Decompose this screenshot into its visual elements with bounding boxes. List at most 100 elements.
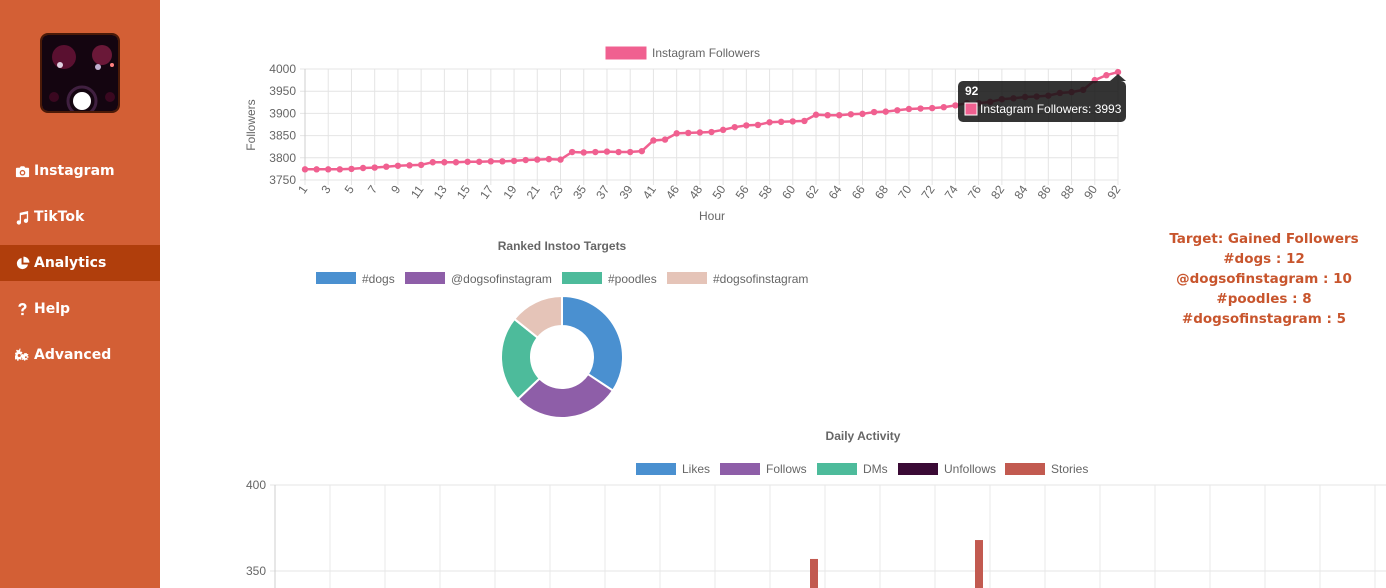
- ranked-targets-legend[interactable]: #dogs @dogsofinstagram #poodles #dogsofinst…: [316, 272, 808, 286]
- data-point[interactable]: [464, 158, 471, 165]
- data-point[interactable]: [580, 149, 587, 156]
- pie-chart-icon: [16, 256, 30, 269]
- data-point[interactable]: [836, 111, 843, 119]
- data-point[interactable]: [383, 163, 390, 170]
- data-point[interactable]: [499, 158, 506, 165]
- ranked-targets-slices: [500, 294, 624, 419]
- data-point[interactable]: [638, 147, 646, 155]
- data-point[interactable]: [882, 108, 889, 115]
- doughnut-slice[interactable]: [561, 294, 624, 392]
- data-point[interactable]: [313, 166, 320, 173]
- data-point[interactable]: [847, 111, 855, 118]
- data-point[interactable]: [731, 123, 738, 131]
- data-point[interactable]: [812, 111, 820, 118]
- x-tick-label: 19: [500, 182, 519, 201]
- data-point[interactable]: [777, 118, 785, 126]
- y-tick-label: 3950: [269, 84, 296, 98]
- data-point[interactable]: [545, 155, 553, 163]
- data-point[interactable]: [325, 166, 332, 173]
- followers-legend[interactable]: Instagram Followers: [604, 45, 760, 61]
- data-point[interactable]: [615, 148, 622, 156]
- data-point[interactable]: [673, 130, 680, 137]
- data-point[interactable]: [394, 162, 402, 169]
- legend-label: #dogs: [362, 272, 395, 286]
- x-tick-label: 82: [988, 182, 1007, 201]
- legend-label: @dogsofinstagram: [451, 272, 552, 286]
- question-icon: [18, 302, 27, 315]
- data-point[interactable]: [534, 156, 541, 163]
- data-point[interactable]: [627, 148, 634, 156]
- data-point[interactable]: [859, 110, 866, 118]
- x-tick-label: 39: [617, 182, 636, 201]
- data-point[interactable]: [1103, 72, 1110, 79]
- data-point[interactable]: [708, 128, 715, 136]
- data-point[interactable]: [928, 104, 936, 112]
- data-point[interactable]: [487, 158, 495, 165]
- doughnut-slice[interactable]: [516, 372, 615, 419]
- data-point[interactable]: [824, 111, 831, 119]
- daily-activity-legend[interactable]: Likes Follows DMs Unfollows Stories: [636, 462, 1088, 476]
- bar-stories[interactable]: [975, 540, 983, 588]
- legend-swatch-instagram-followers: [604, 45, 648, 61]
- doughnut-slice[interactable]: [512, 294, 563, 340]
- data-point[interactable]: [452, 159, 460, 166]
- x-tick-label: 62: [802, 182, 821, 201]
- data-point[interactable]: [905, 105, 913, 113]
- data-point[interactable]: [592, 148, 599, 156]
- sidebar-item-advanced[interactable]: Advanced: [0, 337, 160, 373]
- data-point[interactable]: [719, 126, 727, 134]
- data-point[interactable]: [650, 137, 657, 144]
- data-point[interactable]: [301, 166, 309, 173]
- data-point[interactable]: [429, 159, 436, 166]
- target-summary: Target: Gained Followers #dogs : 12 @dog…: [1130, 229, 1386, 329]
- data-point[interactable]: [952, 102, 959, 109]
- x-tick-label: 46: [663, 182, 682, 201]
- data-point[interactable]: [336, 166, 344, 173]
- followers-y-ticks: 3750 3800 3850 3900 3950 4000: [269, 62, 296, 187]
- data-point[interactable]: [661, 136, 669, 143]
- data-point[interactable]: [917, 105, 924, 112]
- sidebar-item-help[interactable]: Help: [0, 291, 160, 327]
- data-point[interactable]: [441, 159, 448, 166]
- data-point[interactable]: [557, 156, 564, 163]
- sidebar-item-instagram[interactable]: Instagram: [0, 153, 160, 189]
- data-point[interactable]: [476, 158, 483, 165]
- data-point[interactable]: [754, 121, 762, 129]
- x-tick-label: 37: [593, 182, 612, 201]
- sidebar-item-analytics[interactable]: Analytics: [0, 245, 160, 281]
- bar-stories[interactable]: [810, 558, 818, 588]
- data-point[interactable]: [696, 129, 704, 136]
- data-point[interactable]: [801, 117, 808, 125]
- data-point[interactable]: [568, 148, 576, 156]
- x-tick-label: 58: [756, 182, 775, 201]
- ranked-targets-doughnut-chart: Ranked Instoo Targets #dogs @dogsofinstag…: [316, 239, 808, 419]
- legend-swatch: [817, 463, 857, 475]
- x-tick-label: 60: [779, 182, 798, 201]
- x-tick-label: 1: [295, 182, 310, 196]
- data-point[interactable]: [940, 103, 947, 111]
- data-point[interactable]: [603, 148, 611, 155]
- x-tick-label: 50: [709, 182, 728, 201]
- data-point[interactable]: [371, 164, 378, 171]
- followers-x-ticks: 1 3 5 7 9 11 13 15 17 19 21 23 35 37 39 41 46 48 50 56 58 60 6…: [295, 182, 1123, 201]
- target-summary-line: #dogsofinstagram : 5: [1181, 311, 1347, 327]
- sidebar-item-tiktok[interactable]: TikTok: [0, 199, 160, 235]
- data-point[interactable]: [348, 165, 355, 173]
- data-point[interactable]: [1114, 68, 1122, 76]
- data-point[interactable]: [894, 107, 901, 114]
- data-point[interactable]: [406, 162, 413, 169]
- legend-swatch: [720, 463, 760, 475]
- data-point[interactable]: [685, 129, 692, 137]
- data-point[interactable]: [522, 156, 529, 164]
- x-tick-label: 11: [408, 182, 427, 201]
- data-point[interactable]: [789, 118, 796, 125]
- sidebar-item-label: Analytics: [34, 255, 107, 271]
- data-point[interactable]: [743, 122, 750, 129]
- avatar[interactable]: [40, 33, 120, 113]
- data-point[interactable]: [870, 108, 878, 116]
- data-point[interactable]: [359, 164, 367, 172]
- data-point[interactable]: [417, 161, 425, 169]
- x-tick-label: 15: [454, 182, 473, 201]
- data-point[interactable]: [766, 119, 773, 126]
- data-point[interactable]: [510, 157, 518, 165]
